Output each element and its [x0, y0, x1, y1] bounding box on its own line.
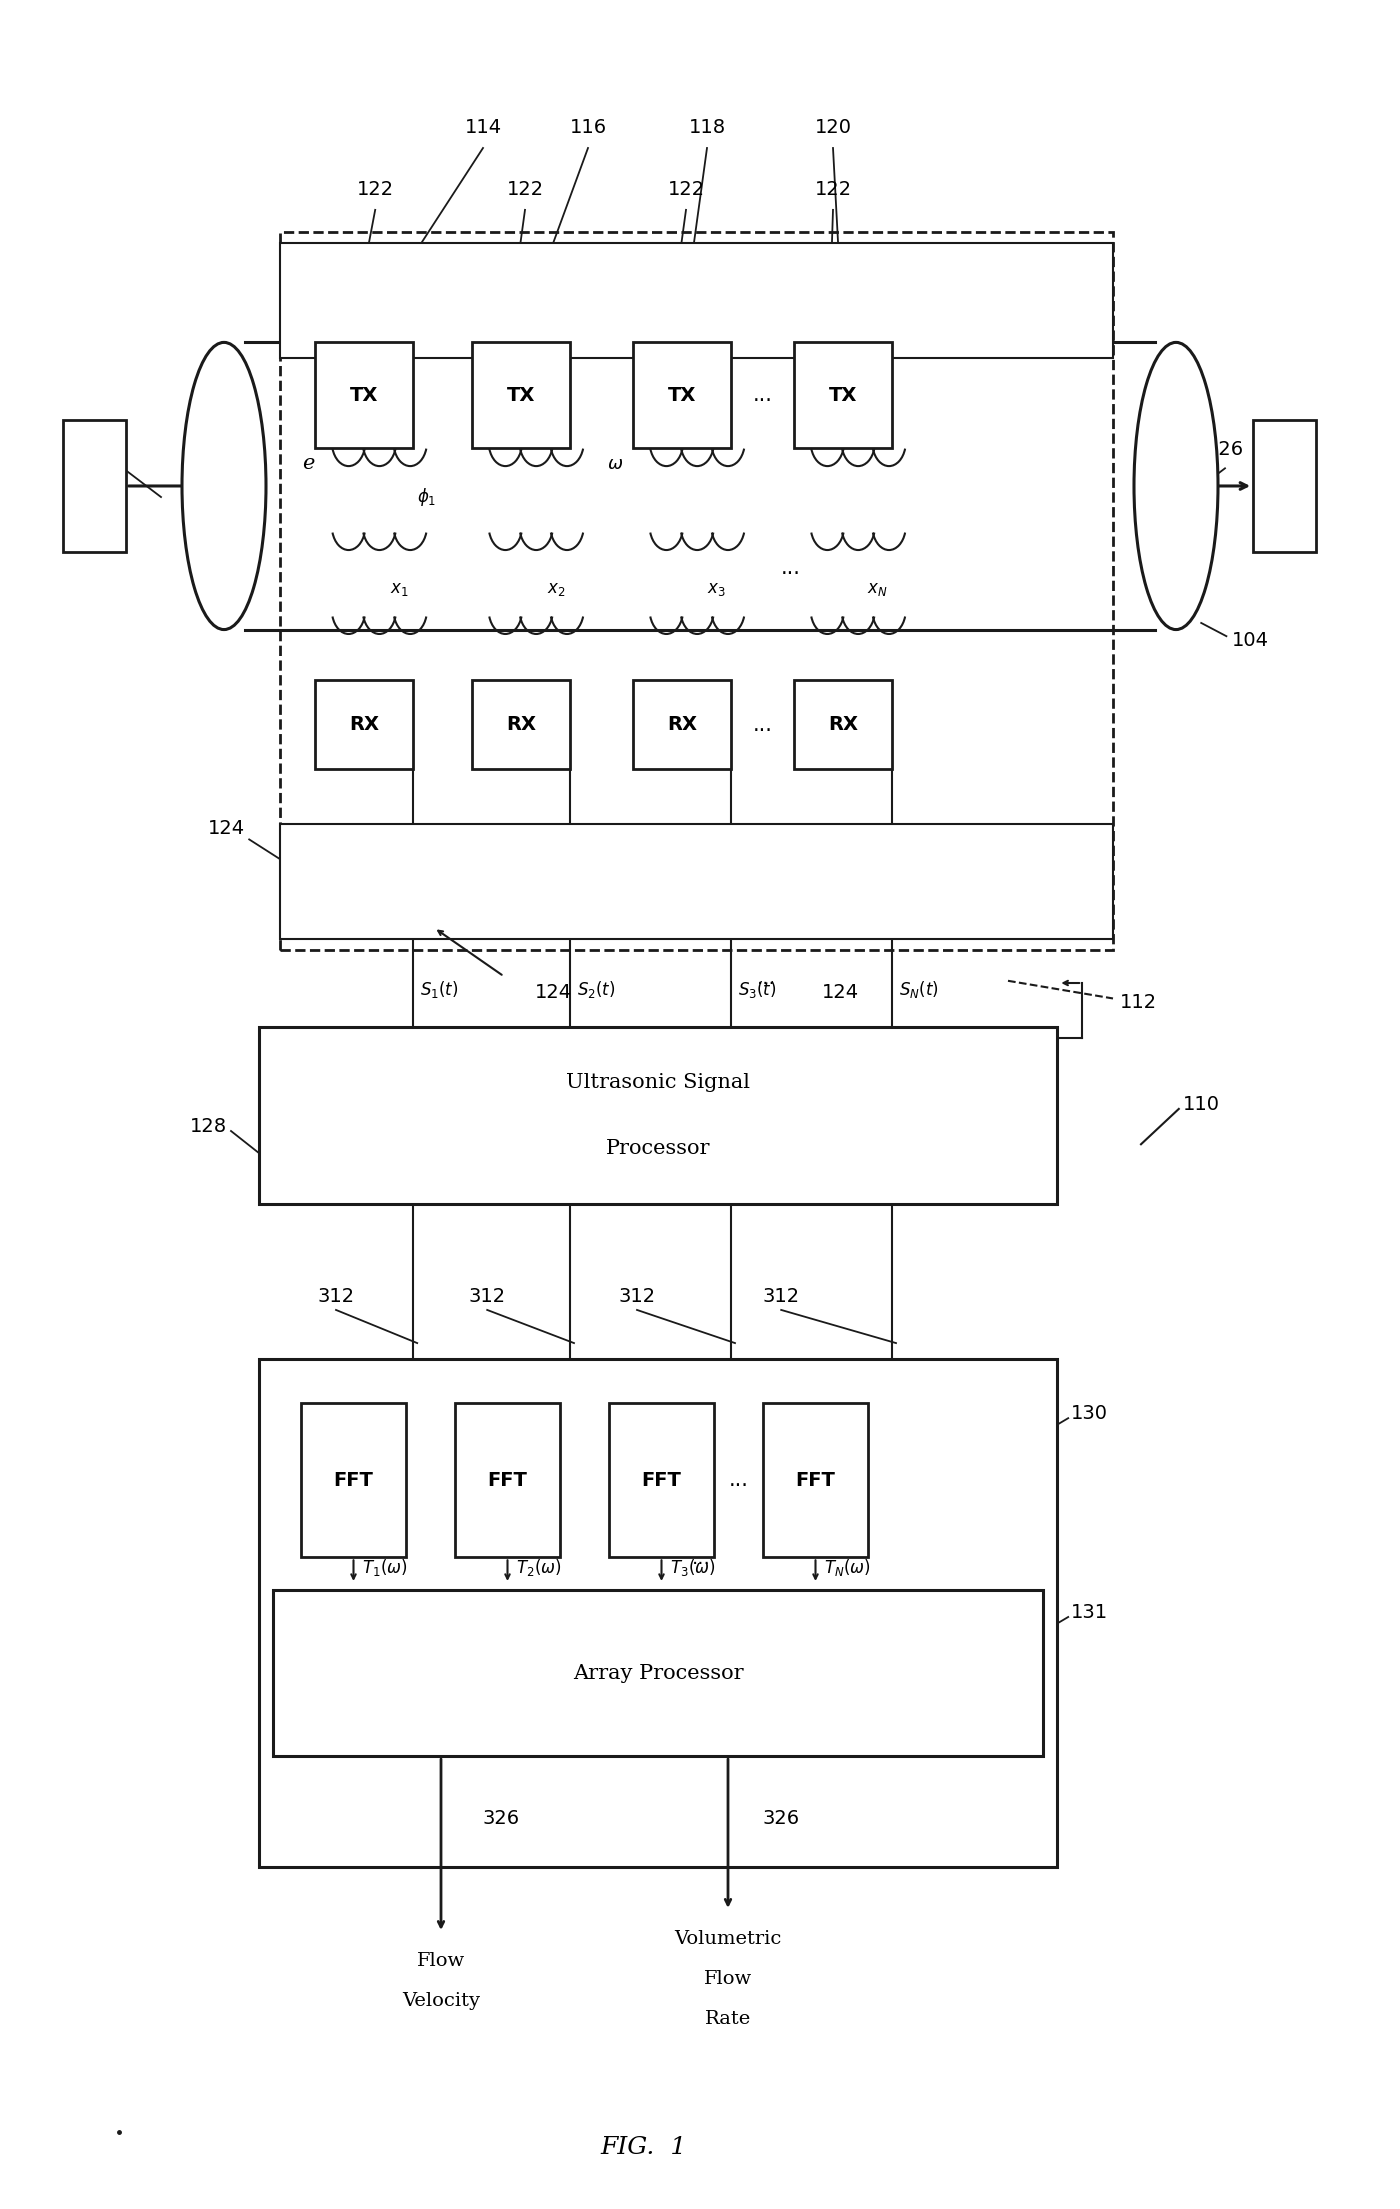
Text: 326: 326: [763, 1809, 801, 1827]
Text: $T_2(\omega)$: $T_2(\omega)$: [515, 1557, 561, 1577]
Text: 312: 312: [763, 1286, 799, 1306]
Bar: [633, 680, 731, 769]
Text: $T_N(\omega)$: $T_N(\omega)$: [823, 1557, 871, 1577]
Text: 312: 312: [619, 1286, 655, 1306]
Bar: [609, 1403, 714, 1557]
Text: $T_1(t)$: $T_1(t)$: [421, 1387, 459, 1409]
Text: 126: 126: [87, 440, 123, 459]
Text: TX: TX: [668, 387, 696, 404]
Text: 122: 122: [815, 179, 851, 199]
Text: 130: 130: [1071, 1405, 1107, 1423]
Text: $\phi_1$: $\phi_1$: [417, 486, 437, 508]
Bar: [472, 680, 570, 769]
Text: 122: 122: [507, 179, 543, 199]
Text: TX: TX: [350, 387, 378, 404]
Text: ...: ...: [780, 557, 801, 579]
Text: Processor: Processor: [606, 1140, 710, 1158]
Text: Flow: Flow: [417, 1953, 465, 1970]
Text: RX: RX: [505, 716, 536, 733]
Ellipse shape: [182, 342, 266, 630]
Text: $x_N$: $x_N$: [868, 581, 888, 599]
Text: FFT: FFT: [333, 1471, 374, 1489]
Text: Array Processor: Array Processor: [573, 1663, 743, 1683]
Text: $x_2$: $x_2$: [546, 581, 566, 599]
Text: 122: 122: [668, 179, 704, 199]
Text: $S_3(t)$: $S_3(t)$: [738, 979, 777, 1001]
Bar: [315, 342, 413, 448]
Text: $x_3$: $x_3$: [707, 581, 727, 599]
Bar: [1253, 420, 1316, 552]
Text: 124: 124: [535, 983, 571, 1003]
Bar: [280, 824, 1113, 939]
Text: FFT: FFT: [487, 1471, 528, 1489]
Text: 312: 312: [318, 1286, 354, 1306]
Text: $T_3(t)$: $T_3(t)$: [739, 1387, 777, 1409]
Bar: [763, 1403, 868, 1557]
Text: $x_1$: $x_1$: [389, 581, 409, 599]
Text: $\omega$: $\omega$: [608, 455, 623, 473]
Bar: [315, 680, 413, 769]
Text: FFT: FFT: [641, 1471, 682, 1489]
Text: 126: 126: [1207, 440, 1243, 459]
Text: e: e: [302, 455, 314, 473]
Text: 312: 312: [469, 1286, 505, 1306]
Ellipse shape: [1134, 342, 1218, 630]
Bar: [472, 342, 570, 448]
Text: $S_N(t)$: $S_N(t)$: [899, 979, 938, 1001]
Text: FIG.  1: FIG. 1: [601, 2136, 687, 2158]
Text: 326: 326: [483, 1809, 521, 1827]
Text: $T_2(t)$: $T_2(t)$: [578, 1387, 616, 1409]
Text: $S_2(t)$: $S_2(t)$: [577, 979, 616, 1001]
Bar: [63, 420, 126, 552]
Text: 124: 124: [822, 983, 858, 1003]
Text: RX: RX: [827, 716, 858, 733]
Text: $S_1(t)$: $S_1(t)$: [420, 979, 459, 1001]
Text: Rate: Rate: [704, 2010, 752, 2028]
Text: 116: 116: [570, 117, 606, 137]
Text: ...: ...: [692, 1549, 711, 1568]
Text: TX: TX: [829, 387, 857, 404]
Text: 110: 110: [1183, 1096, 1219, 1113]
Text: ...: ...: [752, 384, 773, 406]
Text: 122: 122: [357, 179, 393, 199]
Bar: [301, 1403, 406, 1557]
Text: Volumetric: Volumetric: [675, 1931, 781, 1948]
Bar: [794, 342, 892, 448]
Text: ...: ...: [756, 970, 776, 987]
Bar: [280, 243, 1113, 358]
Text: 131: 131: [1071, 1604, 1109, 1621]
Bar: [455, 1403, 560, 1557]
Text: $T_N(t)$: $T_N(t)$: [900, 1387, 939, 1409]
Text: ...: ...: [756, 1383, 776, 1401]
Text: FFT: FFT: [795, 1471, 836, 1489]
Bar: [794, 680, 892, 769]
Text: RX: RX: [349, 716, 379, 733]
Text: 118: 118: [689, 117, 725, 137]
Bar: [280, 232, 1113, 950]
Text: 104: 104: [1232, 632, 1268, 649]
Text: 114: 114: [465, 117, 501, 137]
Text: ...: ...: [728, 1469, 749, 1491]
Text: $T_1(\omega)$: $T_1(\omega)$: [361, 1557, 407, 1577]
Text: TX: TX: [507, 387, 535, 404]
Text: 124: 124: [207, 820, 245, 837]
Text: Flow: Flow: [704, 1970, 752, 1988]
Text: Velocity: Velocity: [402, 1993, 480, 2010]
Text: 128: 128: [189, 1118, 227, 1135]
Text: Ultrasonic Signal: Ultrasonic Signal: [566, 1074, 750, 1091]
Bar: [633, 342, 731, 448]
Text: RX: RX: [666, 716, 697, 733]
Bar: [259, 1027, 1057, 1204]
Text: ...: ...: [752, 714, 773, 736]
Text: $T_3(\omega)$: $T_3(\omega)$: [669, 1557, 715, 1577]
Text: 120: 120: [815, 117, 851, 137]
Bar: [259, 1359, 1057, 1867]
Text: 112: 112: [1120, 994, 1158, 1012]
Bar: [273, 1590, 1043, 1756]
